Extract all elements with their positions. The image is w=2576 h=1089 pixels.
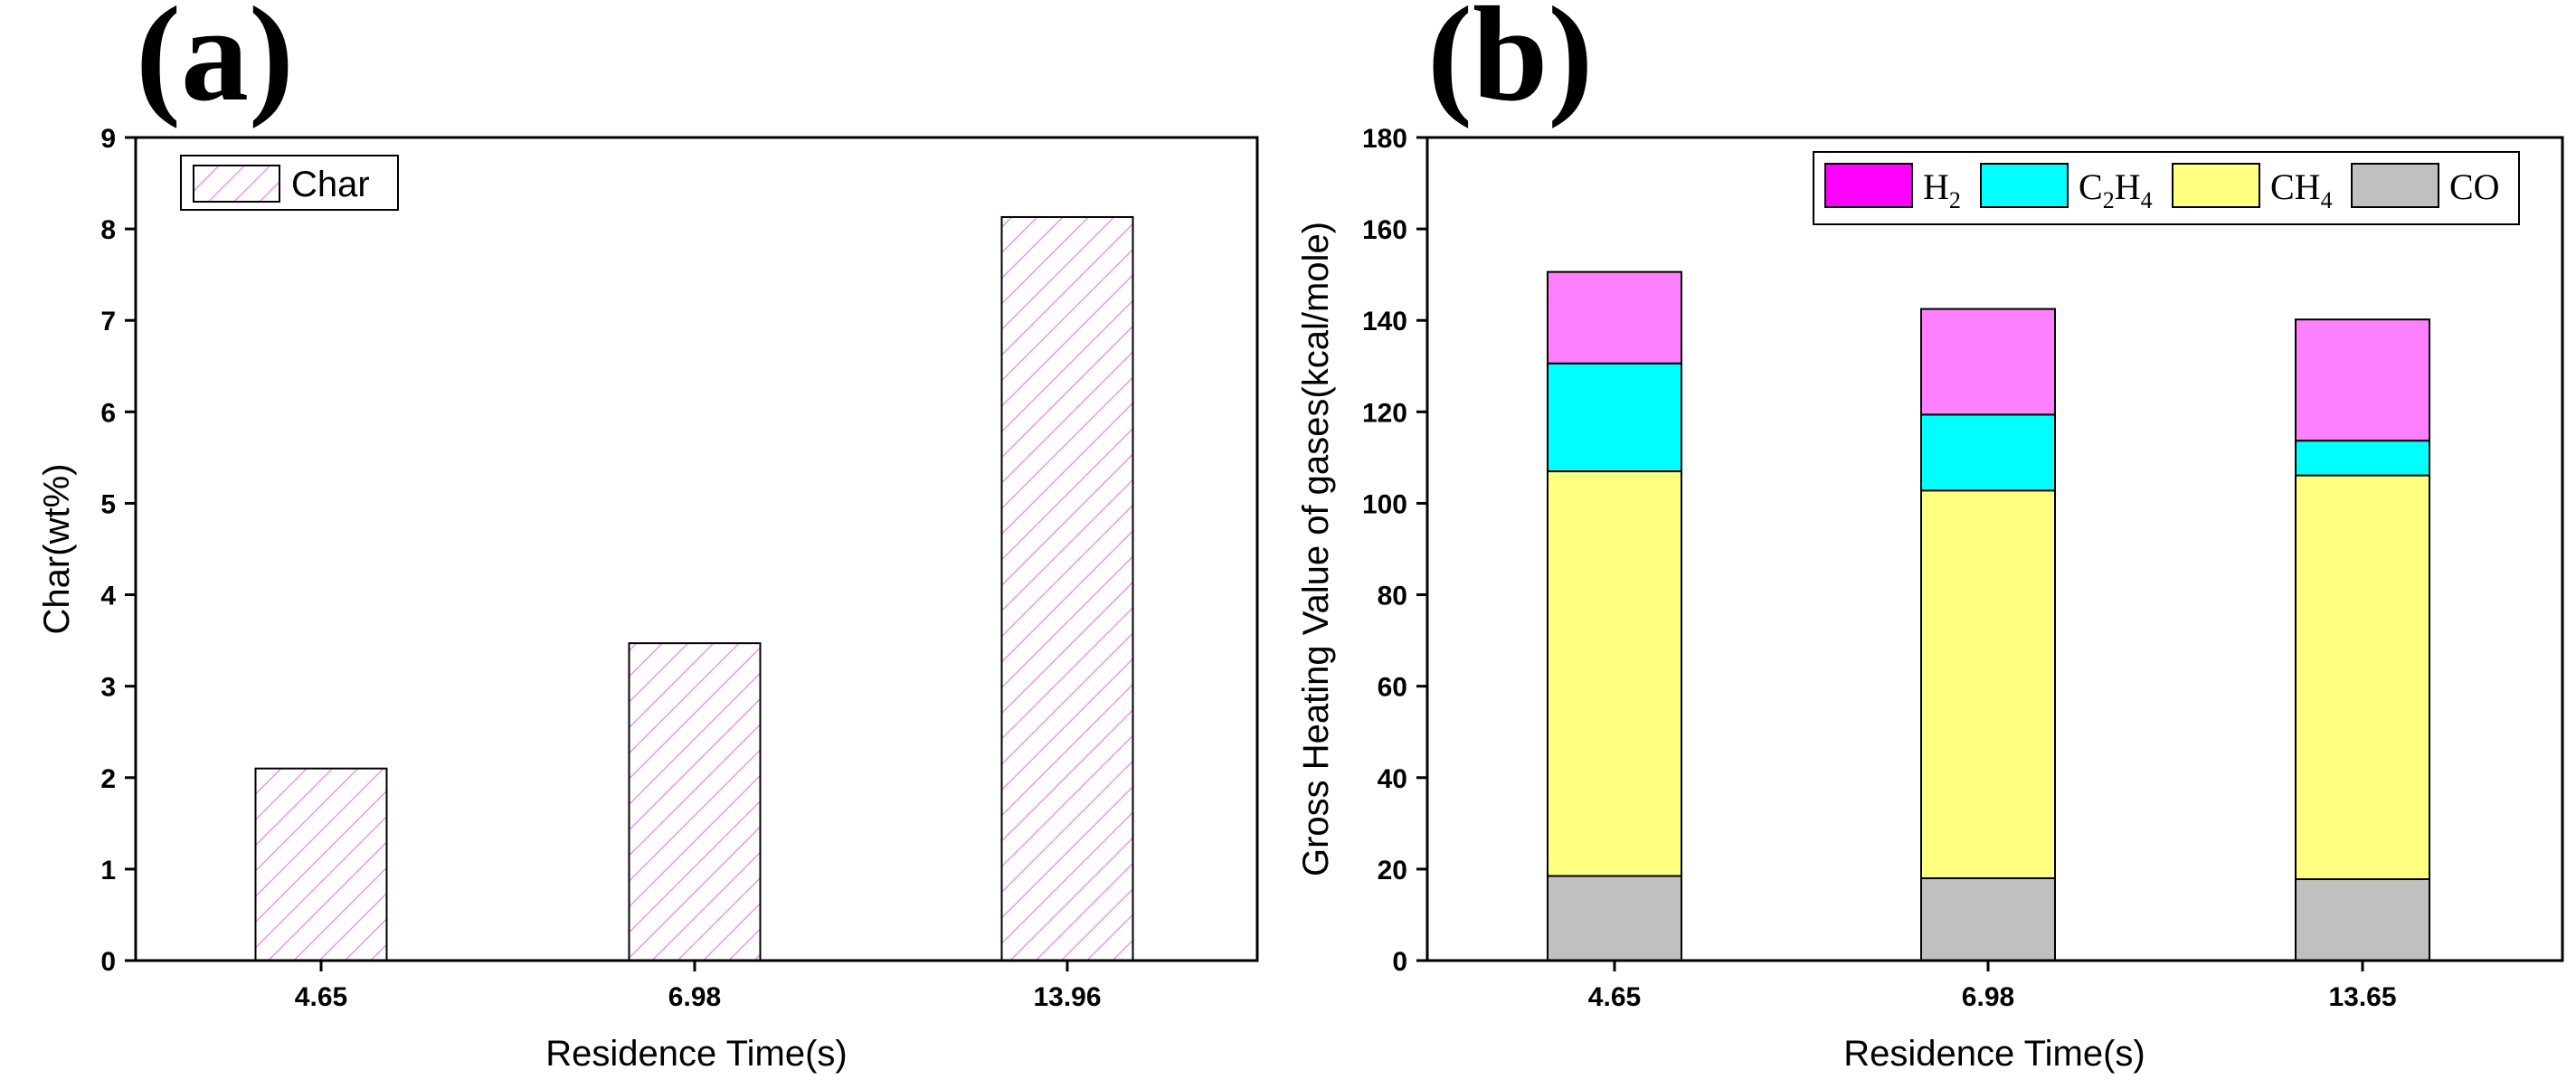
panel-b-y-axis-title: Gross Heating Value of gases(kcal/mole) <box>1296 222 1336 876</box>
y-tick-label: 20 <box>1378 856 1407 885</box>
legend-label-co: CO <box>2449 166 2500 207</box>
panel-b-stacked-bars <box>1547 270 2430 962</box>
legend-swatch-h2 <box>1824 163 1913 208</box>
panel-a-legend: Char <box>180 155 399 211</box>
y-tick-label: 9 <box>100 124 116 154</box>
panel-a-char-chart: (a) 0 1 2 3 4 5 6 7 8 9 4.65 6.98 13.96 Residence T… <box>37 0 1259 1074</box>
y-tick-label: 40 <box>1378 764 1407 794</box>
bar-segment-ch4-13-65 <box>2295 474 2430 881</box>
bar-segment-h2-6-98 <box>1920 308 2056 416</box>
x-tick-label: 4.65 <box>295 982 347 1012</box>
bar-char-4-65 <box>254 767 388 962</box>
panel-a-x-axis: 4.65 6.98 13.96 <box>295 961 1102 1012</box>
panel-a-x-axis-title: Residence Time(s) <box>545 1034 847 1074</box>
y-tick-label: 7 <box>100 307 116 336</box>
panel-b-plot-frame <box>1425 136 2564 962</box>
panel-a-label: (a) <box>136 0 294 129</box>
y-tick-label: 0 <box>100 947 116 977</box>
bar-segment-co-4-65 <box>1547 875 1682 962</box>
panel-b-y-axis: 0 20 40 60 80 100 120 140 160 180 <box>1362 124 1427 977</box>
x-tick-label: 13.96 <box>1033 982 1101 1012</box>
y-tick-label: 5 <box>100 489 116 519</box>
panel-a-bars <box>254 215 1134 962</box>
legend-label-char: Char <box>291 165 370 204</box>
y-tick-label: 100 <box>1362 489 1407 519</box>
y-tick-label: 4 <box>100 582 116 611</box>
bar-char-13-96 <box>1000 215 1134 961</box>
legend-label-c2h4: C2H4 <box>2079 166 2153 213</box>
y-tick-label: 2 <box>100 764 116 794</box>
bar-segment-co-6-98 <box>1920 877 2056 961</box>
x-tick-label: 6.98 <box>1962 982 2014 1012</box>
y-tick-label: 140 <box>1362 307 1407 336</box>
bar-segment-h2-13-65 <box>2295 318 2430 442</box>
panel-b-legend: H2 C2H4 CH4 CO <box>1813 151 2520 225</box>
bar-segment-c2h4-13-65 <box>2295 440 2430 477</box>
y-tick-label: 160 <box>1362 215 1407 245</box>
bar-segment-c2h4-4-65 <box>1547 362 1682 473</box>
y-tick-label: 8 <box>100 215 116 245</box>
legend-label-h2: H2 <box>1923 166 1961 213</box>
y-tick-label: 180 <box>1362 124 1407 154</box>
y-tick-label: 0 <box>1392 947 1407 977</box>
y-tick-label: 1 <box>100 856 116 885</box>
legend-swatch-co <box>2351 163 2439 208</box>
panel-a-y-axis: 0 1 2 3 4 5 6 7 8 9 <box>100 124 136 977</box>
bar-segment-co-13-65 <box>2295 878 2430 961</box>
panel-b-x-axis: 4.65 6.98 13.65 <box>1588 961 2397 1012</box>
y-tick-label: 3 <box>100 673 116 703</box>
legend-label-ch4: CH4 <box>2270 166 2333 213</box>
y-tick-label: 6 <box>100 398 116 428</box>
y-tick-label: 80 <box>1378 582 1407 611</box>
x-tick-label: 13.65 <box>2328 982 2396 1012</box>
y-tick-label: 120 <box>1362 398 1407 428</box>
panel-a-y-axis-title: Char(wt%) <box>37 464 77 635</box>
bar-segment-h2-4-65 <box>1547 270 1682 365</box>
x-tick-label: 6.98 <box>668 982 721 1012</box>
x-tick-label: 4.65 <box>1588 982 1641 1012</box>
bar-char-6-98 <box>628 642 762 962</box>
panel-b-heating-value-chart: (b) 0 20 40 60 80 100 120 140 160 180 4.65 6.98 13.… <box>1296 0 2564 1074</box>
panel-b-x-axis-title: Residence Time(s) <box>1843 1034 2145 1074</box>
y-tick-label: 60 <box>1378 673 1407 703</box>
legend-swatch-ch4 <box>2172 163 2260 208</box>
legend-swatch-char <box>193 165 280 203</box>
panel-b-label: (b) <box>1427 0 1593 129</box>
bar-segment-ch4-4-65 <box>1547 470 1682 877</box>
legend-swatch-c2h4 <box>1980 163 2069 208</box>
bar-segment-c2h4-6-98 <box>1920 413 2056 492</box>
panel-a-plot-frame <box>134 136 1259 962</box>
bar-segment-ch4-6-98 <box>1920 489 2056 879</box>
